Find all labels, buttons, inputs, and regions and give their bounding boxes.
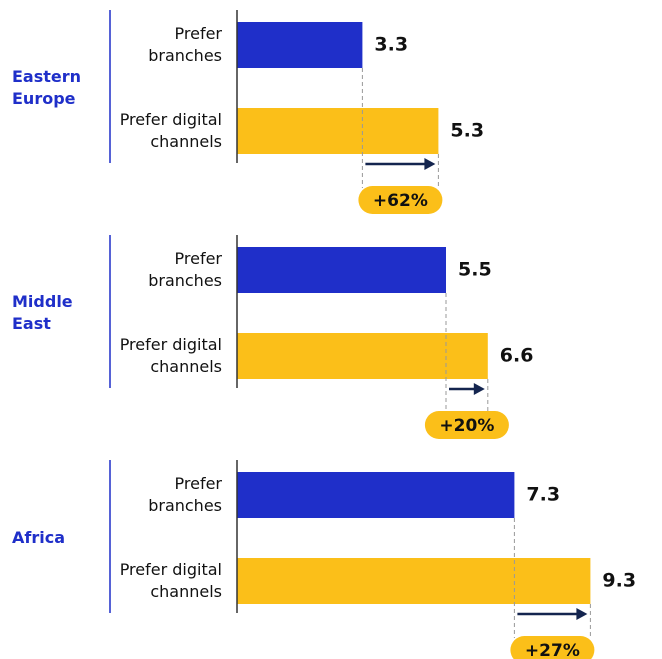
value-label: 5.5 [458, 259, 492, 281]
value-label: 7.3 [526, 484, 560, 506]
category-label: Prefer branches [148, 474, 222, 515]
category-label: Prefer branches [148, 249, 222, 290]
change-pill [424, 411, 509, 439]
group-title: Africa [12, 528, 65, 547]
category-label: Prefer digital channels [119, 110, 222, 151]
category-label: Prefer digital channels [119, 560, 222, 601]
change-label: +20% [439, 416, 494, 436]
change-label: +62% [373, 191, 428, 211]
arrow-head [576, 608, 588, 620]
change-pill [358, 186, 443, 214]
group-title: Eastern Europe [12, 67, 82, 108]
arrow-head [473, 383, 485, 395]
value-label: 9.3 [602, 570, 636, 592]
bar [237, 108, 439, 154]
bar [237, 558, 591, 604]
category-label: Prefer branches [148, 24, 222, 65]
value-label: 6.6 [500, 345, 534, 367]
change-pill [510, 636, 595, 659]
bar [237, 333, 488, 379]
change-label: +27% [525, 641, 580, 659]
bar [237, 472, 515, 518]
category-label: Prefer digital channels [119, 335, 222, 376]
bar [237, 22, 363, 68]
value-label: 5.3 [450, 120, 484, 142]
group-title: Middle East [12, 292, 73, 333]
value-label: 3.3 [374, 34, 408, 56]
bar [237, 247, 446, 293]
arrow-head [424, 158, 436, 170]
